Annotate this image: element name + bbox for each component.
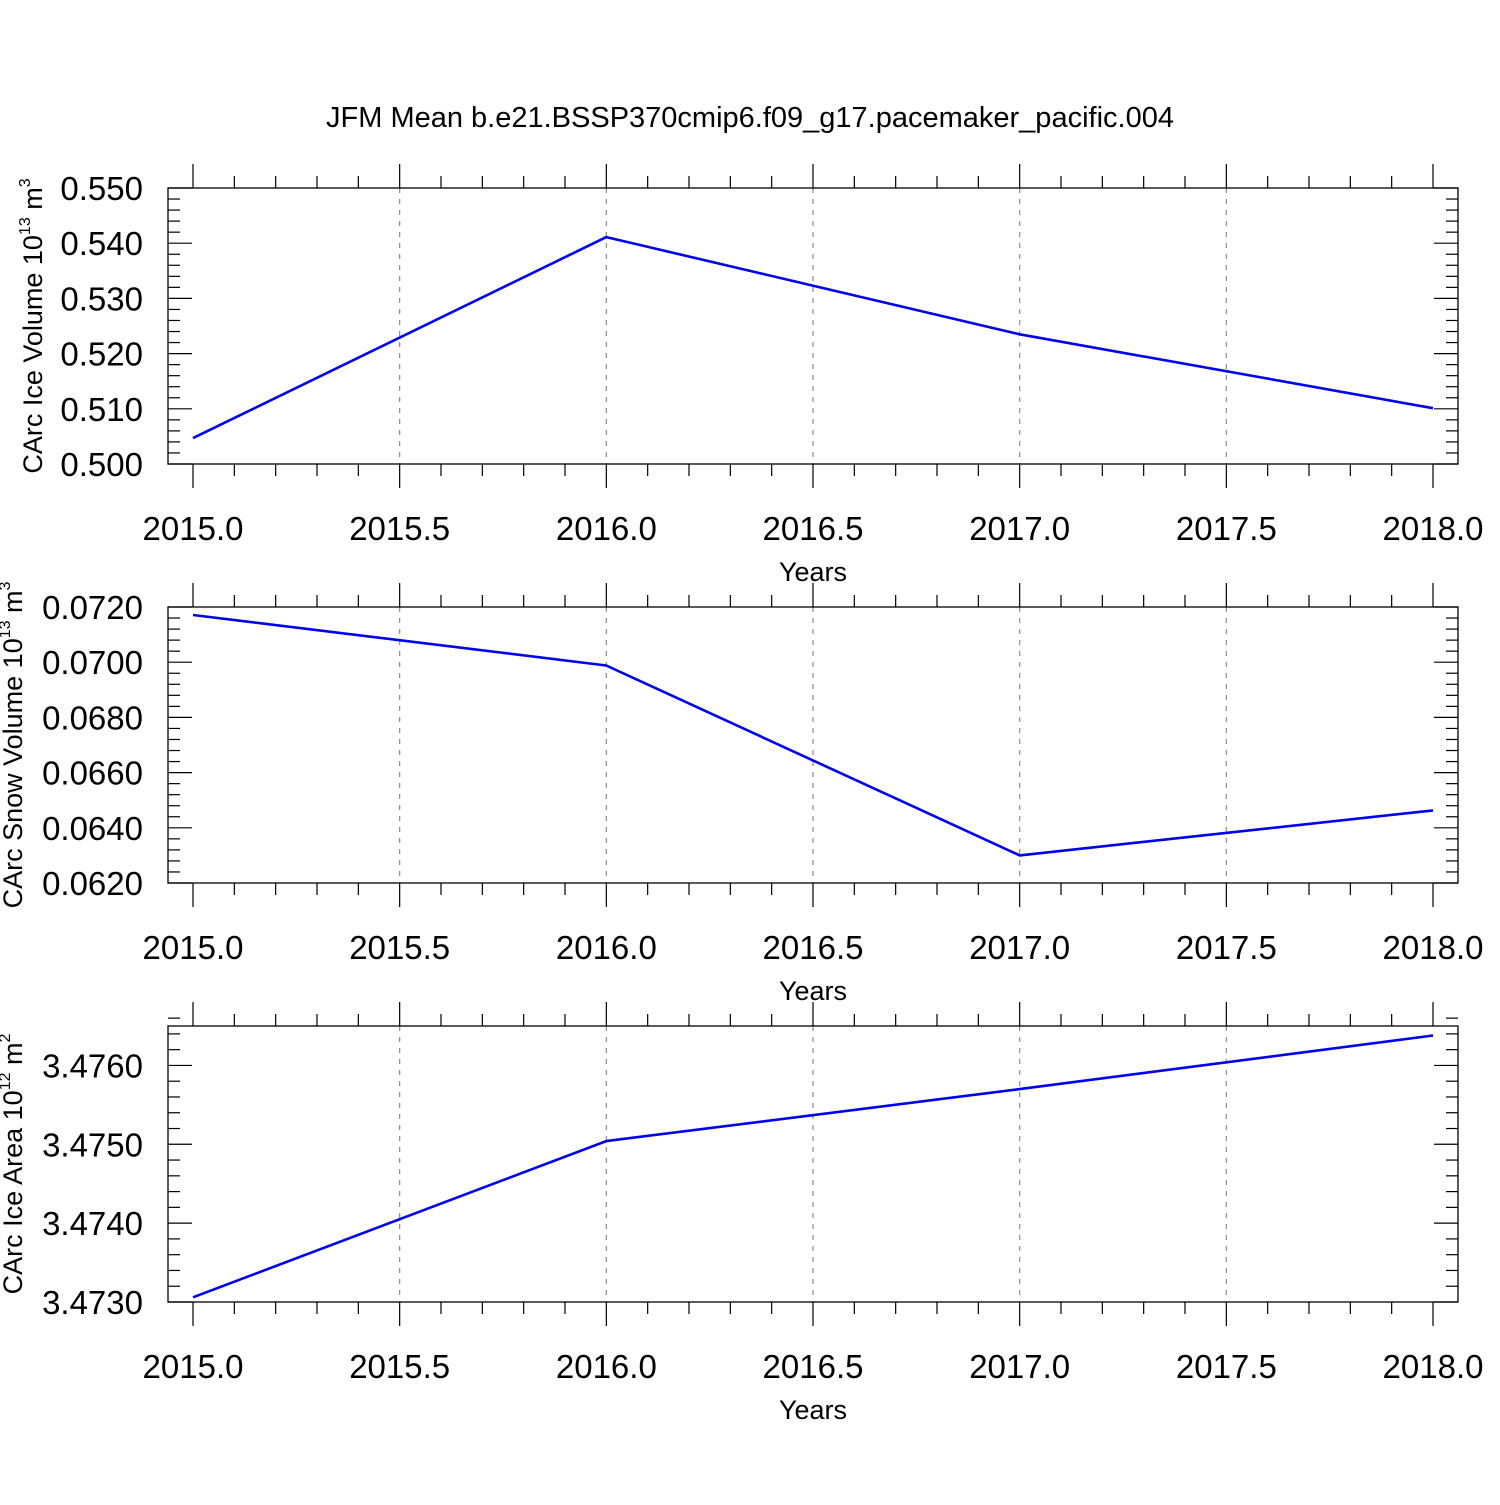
y-tick-label: 0.500 [60, 446, 143, 483]
series-line [192, 613, 1434, 857]
x-axis-label: Years [779, 557, 847, 587]
y-tick-label: 3.4730 [42, 1284, 143, 1321]
x-tick-label: 2017.5 [1176, 1348, 1277, 1385]
x-tick-label: 2015.5 [349, 1348, 450, 1385]
series-line [192, 1034, 1434, 1299]
x-tick-label: 2015.0 [143, 510, 244, 547]
y-tick-label: 0.0640 [42, 810, 143, 847]
x-tick-label: 2018.0 [1383, 929, 1484, 966]
panel-2: 2015.0 2015.5 2016.0 2016.5 2017.0 2017.5 2018… [0, 581, 1483, 1006]
x-tick-label: 2016.0 [556, 510, 657, 547]
panels: 2015.0 2015.5 2016.0 2016.5 2017.0 2017.5 2018… [0, 164, 1483, 1425]
y-tick-label: 0.540 [60, 225, 143, 262]
y-tick-label: 0.0620 [42, 865, 143, 902]
y-tick-label: 0.0700 [42, 644, 143, 681]
x-tick-label: 2016.5 [763, 1348, 864, 1385]
x-tick-label: 2015.5 [349, 929, 450, 966]
x-tick-label: 2017.0 [969, 1348, 1070, 1385]
y-tick-label: 3.4750 [42, 1126, 143, 1163]
y-tick-label: 0.0660 [42, 755, 143, 792]
x-tick-label: 2018.0 [1383, 1348, 1484, 1385]
panel-1: 2015.0 2015.5 2016.0 2016.5 2017.0 2017.5 2018… [17, 164, 1483, 587]
y-axis-label: CArc Ice Area 1012 m2 [0, 1034, 28, 1295]
x-tick-label: 2016.5 [763, 929, 864, 966]
x-tick-label: 2017.5 [1176, 510, 1277, 547]
panel-3: 2015.0 2015.5 2016.0 2016.5 2017.0 2017.5 2018… [0, 1002, 1483, 1425]
x-tick-label: 2016.5 [763, 510, 864, 547]
series-line [192, 235, 1434, 440]
x-tick-label: 2017.0 [969, 510, 1070, 547]
y-tick-label: 0.530 [60, 280, 143, 317]
y-tick-label: 3.4740 [42, 1205, 143, 1242]
x-tick-label: 2015.0 [143, 929, 244, 966]
y-tick-label: 0.0680 [42, 699, 143, 736]
x-tick-label: 2016.0 [556, 1348, 657, 1385]
y-tick-label: 3.4760 [42, 1047, 143, 1084]
x-tick-label: 2015.5 [349, 510, 450, 547]
y-tick-label: 0.550 [60, 170, 143, 207]
x-axis-label: Years [779, 976, 847, 1006]
x-tick-label: 2015.0 [143, 1348, 244, 1385]
y-tick-label: 0.0720 [42, 589, 143, 626]
x-tick-label: 2017.5 [1176, 929, 1277, 966]
figure-title: JFM Mean b.e21.BSSP370cmip6.f09_g17.pace… [326, 102, 1174, 134]
y-axis-label: CArc Ice Volume 1013 m3 [17, 178, 48, 473]
x-axis-label: Years [779, 1395, 847, 1425]
y-axis-label: CArc Snow Volume 1013 m3 [0, 581, 28, 908]
y-tick-label: 0.520 [60, 336, 143, 373]
x-tick-label: 2018.0 [1383, 510, 1484, 547]
y-tick-label: 0.510 [60, 391, 143, 428]
x-tick-label: 2016.0 [556, 929, 657, 966]
x-tick-label: 2017.0 [969, 929, 1070, 966]
